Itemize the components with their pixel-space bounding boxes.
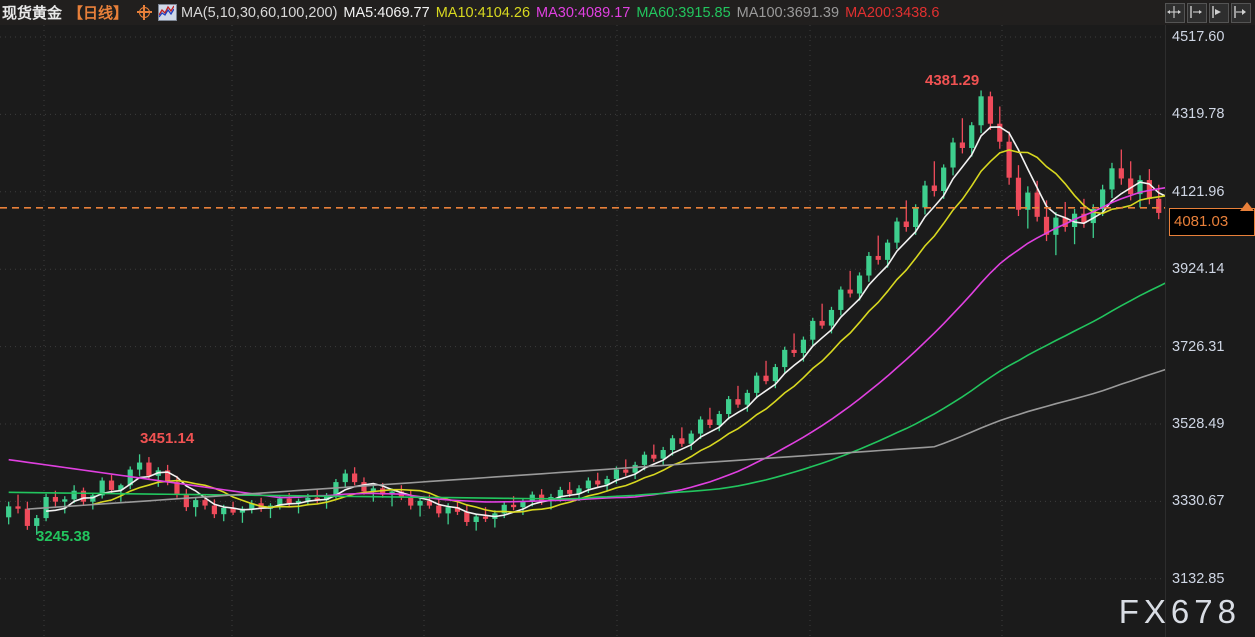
- last-price-badge[interactable]: 4081.03: [1169, 207, 1255, 236]
- ma30-value: MA30:4089.17: [536, 4, 631, 21]
- grid-layer: [0, 25, 1165, 637]
- price-tick-label: 3330.67: [1172, 493, 1225, 510]
- price-tick-label: 3528.49: [1172, 416, 1225, 432]
- price-tick-label: 4319.78: [1172, 106, 1225, 123]
- chart-header: 现货黄金 【日线】 MA(5,10,30,60,100,200) MA5:406…: [0, 0, 1255, 25]
- price-axis[interactable]: 4517.60 4319.78 4121.96 3924.14 3726.31 3528.…: [1165, 25, 1255, 637]
- price-tick-label: 3924.14: [1172, 261, 1225, 278]
- scroll-to-end-button[interactable]: [1209, 3, 1229, 23]
- fit-chart-button[interactable]: [1165, 3, 1185, 23]
- price-tick-label: 3726.31: [1172, 338, 1225, 355]
- candlestick-series-layer: [6, 90, 1165, 535]
- ma200-value: MA200:3438.6: [845, 4, 940, 21]
- last-price-value: 4081.03: [1174, 213, 1229, 231]
- symbol-name: 现货黄金: [2, 5, 63, 22]
- watermark: FX678: [1118, 593, 1241, 630]
- latest-bar-button[interactable]: [1231, 3, 1251, 23]
- price-marker-arrow-icon: [1240, 201, 1254, 211]
- swing-low-label: 3245.38: [36, 528, 91, 545]
- ma10-value: MA10:4104.26: [435, 4, 531, 21]
- ma100-value: MA100:3691.39: [736, 4, 840, 21]
- swing-high-label: 4381.29: [925, 72, 980, 89]
- local-high-label: 3451.14: [140, 430, 195, 447]
- scroll-to-start-button[interactable]: [1187, 3, 1207, 23]
- price-tick-label: 4121.96: [1172, 183, 1225, 200]
- mini-chart-icon[interactable]: [158, 4, 178, 21]
- ma5-value: MA5:4069.77: [343, 4, 430, 21]
- price-tick-label: 3132.85: [1172, 570, 1225, 587]
- period-label: 【日线】: [68, 5, 129, 22]
- price-line-overlay: [0, 207, 1165, 209]
- price-tick-label: 4517.60: [1172, 29, 1225, 45]
- chart-toolbar: [1165, 3, 1251, 23]
- ma60-value: MA60:3915.85: [636, 4, 731, 21]
- crosshair-icon[interactable]: [137, 5, 153, 20]
- chart-plot-area[interactable]: 4381.29 3451.14 3245.38: [0, 25, 1165, 637]
- ma-formula-label: MA(5,10,30,60,100,200): [181, 4, 338, 21]
